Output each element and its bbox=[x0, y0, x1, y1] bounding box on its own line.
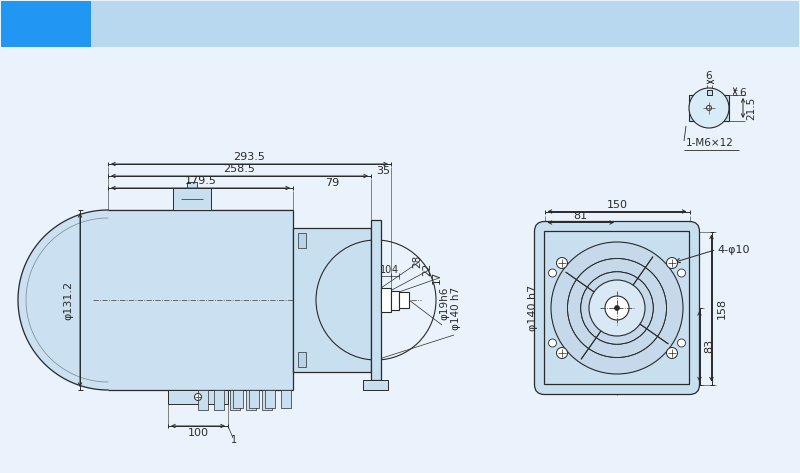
FancyBboxPatch shape bbox=[214, 390, 224, 410]
Text: 150: 150 bbox=[606, 200, 627, 210]
Text: 21.5: 21.5 bbox=[746, 96, 756, 120]
FancyBboxPatch shape bbox=[706, 90, 711, 95]
FancyBboxPatch shape bbox=[534, 221, 699, 394]
FancyBboxPatch shape bbox=[293, 228, 371, 372]
Text: 28: 28 bbox=[412, 255, 422, 268]
Circle shape bbox=[549, 339, 557, 347]
Text: 4: 4 bbox=[392, 265, 398, 275]
FancyBboxPatch shape bbox=[298, 352, 306, 367]
FancyBboxPatch shape bbox=[363, 380, 388, 390]
Circle shape bbox=[614, 306, 619, 310]
FancyBboxPatch shape bbox=[265, 390, 275, 408]
Text: 81: 81 bbox=[574, 210, 588, 220]
FancyBboxPatch shape bbox=[689, 95, 729, 121]
Text: 図1: 図1 bbox=[28, 10, 64, 38]
Circle shape bbox=[549, 269, 557, 277]
Text: 258.5: 258.5 bbox=[223, 164, 255, 174]
FancyBboxPatch shape bbox=[371, 220, 381, 380]
Circle shape bbox=[689, 88, 729, 128]
FancyBboxPatch shape bbox=[262, 390, 272, 410]
Circle shape bbox=[557, 257, 567, 269]
Text: 179.5: 179.5 bbox=[185, 176, 217, 186]
FancyBboxPatch shape bbox=[233, 390, 243, 408]
Circle shape bbox=[589, 280, 645, 336]
Text: 17: 17 bbox=[432, 271, 442, 284]
FancyBboxPatch shape bbox=[391, 290, 399, 309]
Text: 1-M6×12: 1-M6×12 bbox=[686, 138, 734, 148]
FancyBboxPatch shape bbox=[381, 288, 391, 312]
FancyBboxPatch shape bbox=[246, 390, 256, 410]
FancyBboxPatch shape bbox=[281, 390, 291, 408]
Text: 10: 10 bbox=[380, 265, 392, 275]
FancyBboxPatch shape bbox=[187, 182, 197, 188]
FancyBboxPatch shape bbox=[230, 390, 240, 410]
Circle shape bbox=[551, 242, 683, 374]
FancyBboxPatch shape bbox=[545, 231, 690, 385]
Text: 6: 6 bbox=[740, 88, 746, 97]
Polygon shape bbox=[18, 210, 293, 390]
Text: 83: 83 bbox=[705, 339, 714, 353]
Circle shape bbox=[706, 105, 711, 111]
FancyBboxPatch shape bbox=[168, 390, 228, 404]
Text: 293.5: 293.5 bbox=[234, 152, 266, 162]
Text: 6: 6 bbox=[706, 71, 712, 81]
Text: 158: 158 bbox=[717, 298, 726, 318]
FancyBboxPatch shape bbox=[91, 1, 799, 47]
Text: 1: 1 bbox=[231, 435, 237, 445]
Circle shape bbox=[666, 348, 678, 359]
FancyBboxPatch shape bbox=[298, 233, 306, 248]
Text: φ140 h7: φ140 h7 bbox=[451, 287, 461, 330]
Text: φ140 h7: φ140 h7 bbox=[527, 285, 538, 331]
Text: 減速比　1/5～1/30: 減速比 1/5～1/30 bbox=[110, 12, 272, 36]
Circle shape bbox=[557, 348, 567, 359]
FancyBboxPatch shape bbox=[1, 1, 91, 47]
FancyBboxPatch shape bbox=[198, 390, 208, 410]
Circle shape bbox=[605, 296, 629, 320]
Text: 100: 100 bbox=[187, 428, 209, 438]
Text: 35: 35 bbox=[376, 166, 390, 176]
Text: φ19h6: φ19h6 bbox=[439, 287, 449, 320]
Text: φ131.2: φ131.2 bbox=[63, 280, 73, 320]
Circle shape bbox=[678, 339, 686, 347]
Text: 22: 22 bbox=[422, 263, 432, 276]
Circle shape bbox=[678, 269, 686, 277]
Text: 79: 79 bbox=[325, 178, 339, 188]
FancyBboxPatch shape bbox=[173, 188, 211, 210]
Text: 4-φ10: 4-φ10 bbox=[718, 245, 750, 254]
Circle shape bbox=[194, 394, 202, 401]
Circle shape bbox=[666, 257, 678, 269]
FancyBboxPatch shape bbox=[249, 390, 259, 408]
FancyBboxPatch shape bbox=[399, 292, 409, 308]
